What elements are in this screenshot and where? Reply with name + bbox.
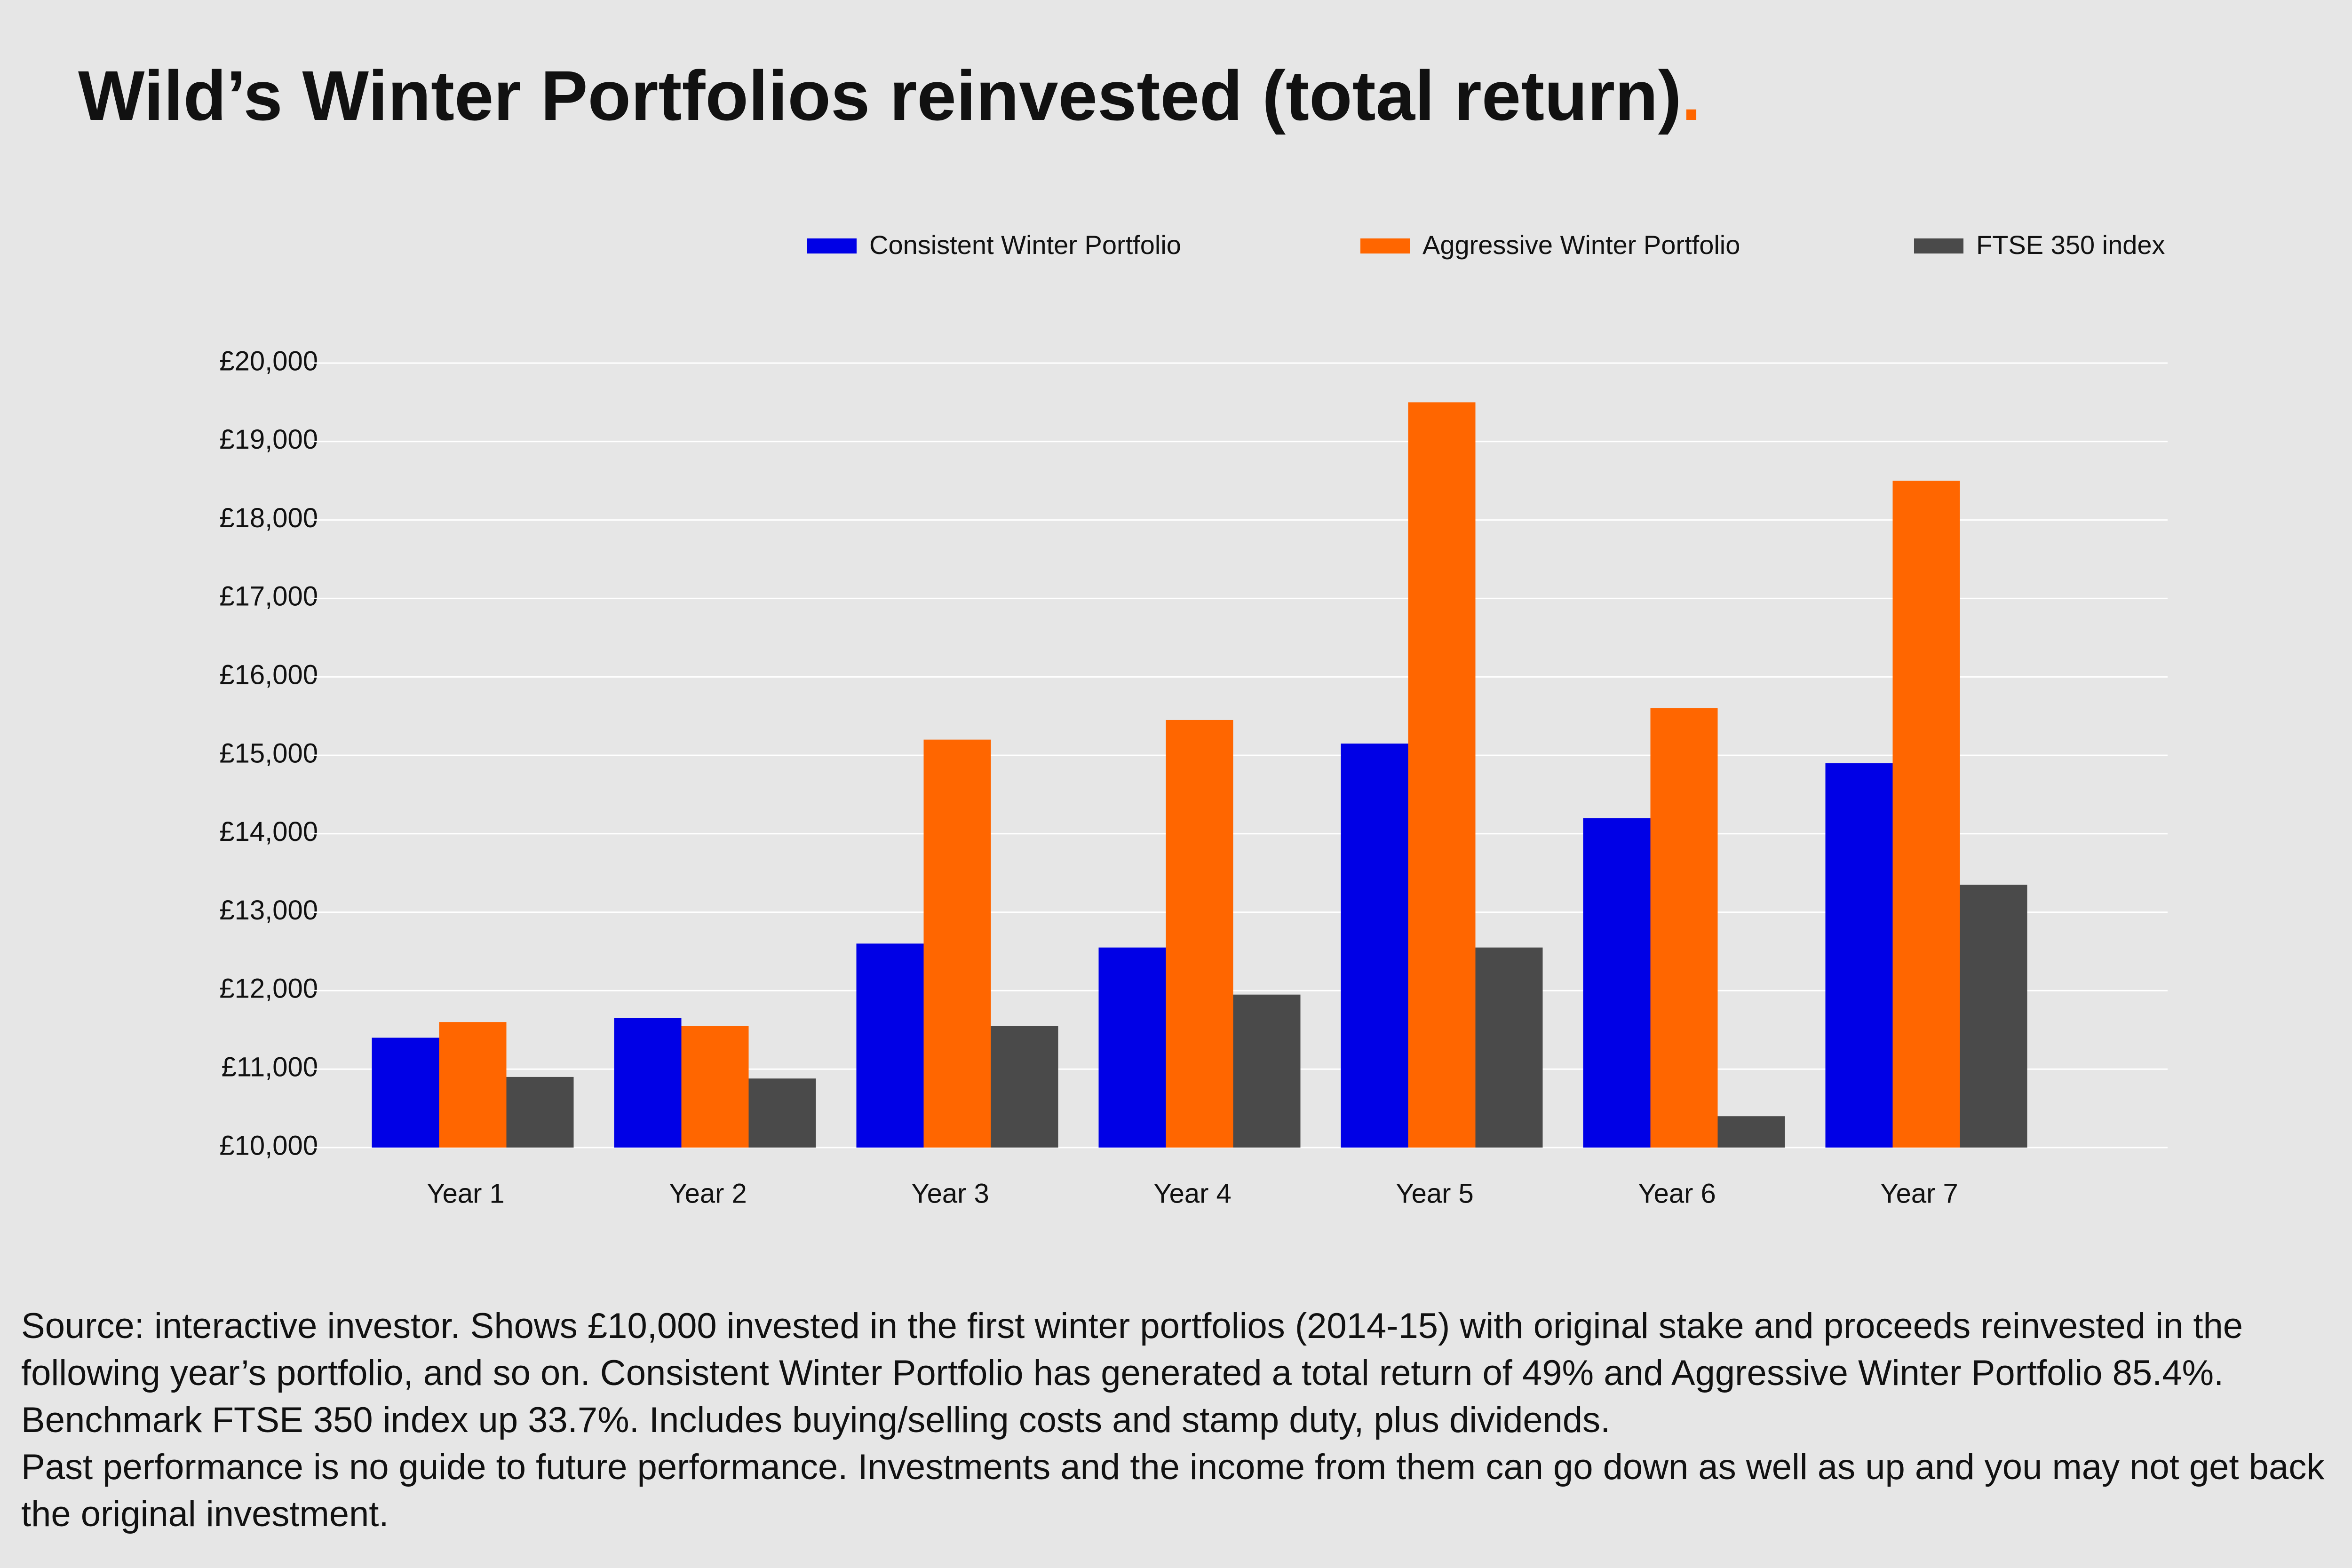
legend-label: Aggressive Winter Portfolio: [1422, 230, 1740, 260]
y-tick-label: £17,000: [219, 581, 318, 612]
x-tick-label: Year 3: [911, 1178, 989, 1209]
y-tick-label: £16,000: [219, 660, 318, 690]
bar: [1650, 708, 1718, 1148]
y-tick-label: £13,000: [219, 895, 318, 926]
note: Past performance is no guide to future p…: [21, 1447, 2325, 1534]
y-tick-label: £15,000: [219, 738, 318, 768]
note: Source: interactive investor. Shows £10,…: [21, 1306, 2243, 1440]
bar: [748, 1078, 816, 1148]
legend-swatch: [1914, 238, 1963, 253]
chart: Wild’s Winter Portfolios reinvested (tot…: [78, 56, 2168, 1209]
notes: Source: interactive investor. Shows £10,…: [21, 1303, 2340, 1538]
bar: [614, 1018, 682, 1148]
bar: [1341, 743, 1408, 1148]
x-tick-label: Year 5: [1396, 1178, 1474, 1209]
y-tick-label: £10,000: [219, 1130, 318, 1161]
x-tick-label: Year 1: [427, 1178, 505, 1209]
bar: [1717, 1116, 1785, 1148]
bar: [1233, 994, 1301, 1148]
bar: [1825, 763, 1893, 1148]
bar: [439, 1022, 507, 1148]
bar: [1408, 402, 1476, 1148]
bar: [1098, 947, 1166, 1148]
bar: [1960, 885, 2027, 1148]
bar: [506, 1077, 574, 1148]
y-tick-label: £20,000: [219, 346, 318, 376]
y-tick-label: £12,000: [219, 974, 318, 1004]
legend-swatch: [1360, 238, 1410, 253]
legend-swatch: [807, 238, 857, 253]
legend-label: FTSE 350 index: [1976, 230, 2165, 260]
bar: [372, 1037, 439, 1148]
bar: [923, 739, 991, 1148]
bar: [1475, 947, 1543, 1148]
x-tick-label: Year 4: [1153, 1178, 1232, 1209]
bar: [681, 1026, 749, 1148]
y-tick-label: £18,000: [219, 503, 318, 533]
bar: [1166, 720, 1233, 1148]
y-tick-label: £11,000: [222, 1052, 318, 1083]
bar: [856, 943, 924, 1148]
x-tick-label: Year 7: [1880, 1178, 1958, 1209]
x-tick-label: Year 2: [669, 1178, 747, 1209]
chart-title: Wild’s Winter Portfolios reinvested (tot…: [78, 56, 1701, 135]
y-tick-label: £19,000: [219, 424, 318, 455]
legend-label: Consistent Winter Portfolio: [869, 230, 1181, 260]
bar: [991, 1026, 1058, 1148]
bar: [1892, 481, 1960, 1148]
x-tick-label: Year 6: [1638, 1178, 1716, 1209]
y-tick-label: £14,000: [219, 816, 318, 847]
bar: [1583, 818, 1651, 1148]
